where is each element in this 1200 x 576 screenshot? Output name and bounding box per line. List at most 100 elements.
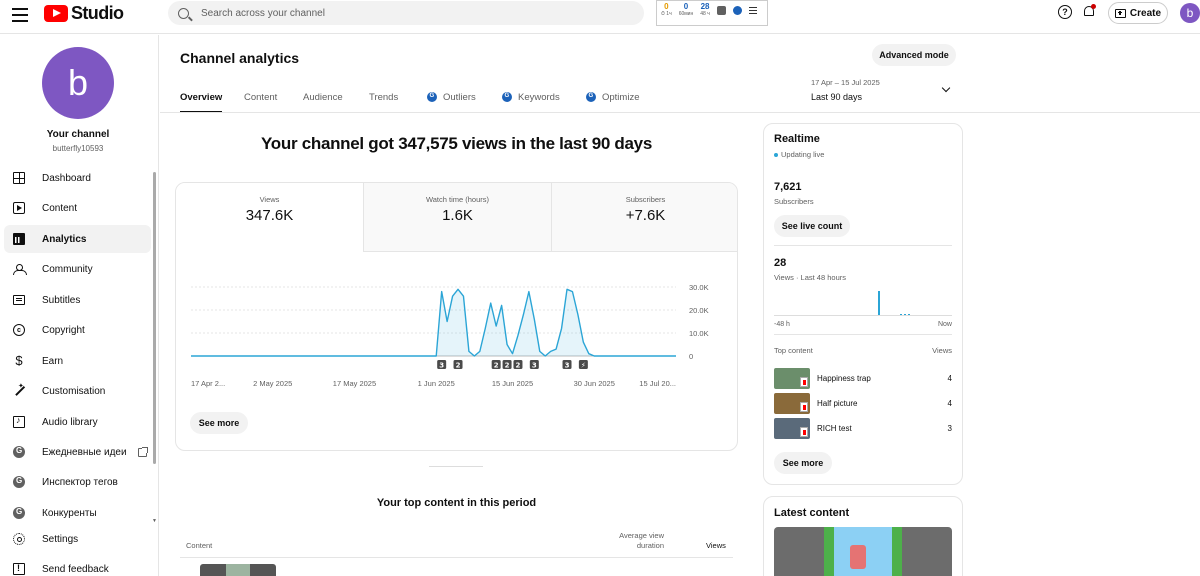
extension-icon (586, 92, 596, 102)
realtime-card: Realtime Updating live 7,621 Subscribers… (763, 123, 963, 485)
sidebar-item-dashboard[interactable]: Dashboard (4, 164, 151, 192)
tab-trends[interactable]: Trends (369, 91, 399, 103)
ext-stat-48h: 28 48 ч (700, 2, 710, 17)
realtime-bar[interactable] (903, 313, 906, 315)
tab-outliers[interactable]: Outliers (427, 90, 476, 104)
chart-x-tick-label: 15 Jul 20... (639, 379, 676, 388)
realtime-subscribers-label: Subscribers (774, 197, 814, 206)
sidebar-item-audio-library[interactable]: Audio library (4, 408, 151, 436)
metrics-card: Views 347.6K Watch time (hours) 1.6K Sub… (175, 182, 738, 451)
sidebar-item-customisation[interactable]: Customisation (4, 377, 151, 405)
sidebar-item-subtitles[interactable]: Subtitles (4, 286, 151, 314)
extension-logo-icon[interactable] (732, 6, 742, 15)
see-more-button[interactable]: See more (190, 412, 248, 434)
sidebar-item-settings[interactable]: Settings (4, 525, 151, 553)
tab-content[interactable]: Content (244, 91, 278, 103)
latest-content-thumbnail[interactable] (774, 527, 952, 576)
studio-logo[interactable]: Studio (44, 3, 124, 24)
tab-overview[interactable]: Overview (180, 91, 223, 113)
notifications-icon[interactable] (1083, 4, 1096, 19)
realtime-bar[interactable] (900, 313, 903, 315)
sidebar-item-competitors[interactable]: Конкуренты (4, 499, 151, 527)
sidebar-item-analytics[interactable]: Analytics (4, 225, 151, 253)
search-input[interactable] (201, 7, 601, 19)
chart-upload-marker[interactable]: 3 (562, 360, 572, 370)
metric-tab-views[interactable]: Views 347.6K (176, 183, 363, 252)
svg-text:3: 3 (532, 362, 537, 370)
search-icon (178, 7, 189, 19)
sidebar-item-content[interactable]: Content (4, 194, 151, 222)
mini-chart-icon[interactable] (716, 6, 726, 15)
chart-x-tick-label: 17 May 2025 (333, 379, 376, 388)
column-avg-view-duration: Average view duration (619, 531, 664, 550)
tabs-divider (160, 112, 1200, 113)
tab-keywords[interactable]: Keywords (502, 90, 560, 104)
chart-upload-marker[interactable]: 2 (502, 360, 512, 370)
chart-upload-marker[interactable]: 2 (491, 360, 501, 370)
main-content: Channel analytics Advanced mode Overview… (160, 35, 1200, 576)
analytics-icon (13, 233, 25, 245)
scroll-down-arrow-icon[interactable]: ▼ (152, 518, 157, 524)
sidebar-item-tag-inspector[interactable]: Инспектор тегов (4, 468, 151, 496)
feedback-icon (13, 563, 25, 575)
sidebar-item-daily-ideas[interactable]: Ежедневные идеи (4, 438, 151, 466)
live-dot-icon (774, 152, 778, 157)
realtime-axis-end: Now (937, 321, 952, 328)
date-range-picker[interactable]: 17 Apr – 15 Jul 2025 Last 90 days (811, 78, 880, 102)
chart-x-tick-label: 15 Jun 2025 (492, 379, 533, 388)
advanced-mode-button[interactable]: Advanced mode (872, 44, 956, 66)
sidebar-item-copyright[interactable]: c Copyright (4, 316, 151, 344)
metric-tab-subscribers[interactable]: Subscribers +7.6K (551, 183, 737, 252)
chart-y-tick-label: 0 (689, 352, 693, 361)
chart-upload-marker[interactable]: ⚡ (578, 360, 588, 370)
svg-text:2: 2 (494, 362, 499, 370)
latest-content-card: Latest content (763, 496, 963, 576)
extension-stats-widget[interactable]: 0 ⏱ 1ч 0 60мин 28 48 ч (656, 0, 768, 26)
svg-text:3: 3 (439, 362, 444, 370)
subtitles-icon (13, 295, 25, 305)
realtime-top-item[interactable]: RICH test 3 (774, 418, 952, 439)
realtime-see-more-button[interactable]: See more (774, 452, 832, 474)
dashboard-icon (13, 172, 25, 184)
realtime-top-item[interactable]: Half picture 4 (774, 393, 952, 414)
top-content-thumbnail[interactable] (200, 564, 276, 576)
realtime-bar[interactable] (877, 291, 880, 315)
chevron-down-icon[interactable] (941, 83, 951, 93)
shorts-badge-icon (800, 427, 808, 437)
sidebar-item-send-feedback[interactable]: Send feedback (4, 555, 151, 576)
menu-icon[interactable] (12, 8, 28, 22)
sidebar-item-community[interactable]: Community (4, 255, 151, 283)
top-bar: Studio 0 ⏱ 1ч 0 60мин 28 48 ч ? Create b (0, 0, 1200, 34)
extension-menu-icon[interactable] (748, 7, 757, 14)
chart-upload-marker[interactable]: 3 (529, 360, 539, 370)
column-views: Views (706, 541, 726, 550)
chart-x-tick-label: 17 Apr 2... (191, 379, 225, 388)
account-avatar[interactable]: b (1180, 3, 1200, 23)
svg-text:⚡: ⚡ (581, 362, 586, 370)
chart-upload-marker[interactable]: 2 (453, 360, 463, 370)
metric-tab-watch-time[interactable]: Watch time (hours) 1.6K (363, 183, 551, 252)
sidebar-item-earn[interactable]: $ Earn (4, 347, 151, 375)
realtime-divider (774, 245, 952, 246)
tab-audience[interactable]: Audience (303, 91, 343, 103)
column-content: Content (186, 541, 213, 550)
search-bar[interactable] (168, 1, 644, 25)
chart-series-line[interactable] (191, 288, 676, 357)
channel-avatar[interactable]: b (42, 47, 114, 119)
ext-stat-60min: 0 60мин (678, 2, 694, 17)
help-icon[interactable]: ? (1058, 5, 1072, 19)
create-button[interactable]: Create (1108, 2, 1168, 24)
page-title: Channel analytics (180, 50, 300, 66)
section-divider (429, 466, 483, 467)
tab-optimize[interactable]: Optimize (586, 90, 639, 104)
extension-icon (427, 92, 437, 102)
realtime-bar[interactable] (907, 313, 910, 315)
chart-upload-marker[interactable]: 2 (513, 360, 523, 370)
chart-upload-marker[interactable]: 3 (437, 360, 447, 370)
realtime-views-value: 28 (774, 257, 787, 269)
see-live-count-button[interactable]: See live count (774, 215, 850, 237)
sidebar-scrollbar[interactable] (153, 172, 156, 464)
earn-icon: $ (15, 353, 23, 368)
realtime-top-item[interactable]: Happiness trap 4 (774, 368, 952, 389)
